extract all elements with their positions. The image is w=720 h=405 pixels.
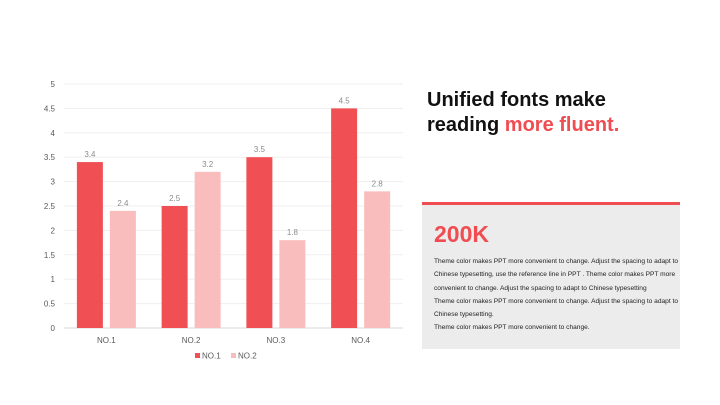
y-tick-label: 3.5 bbox=[44, 153, 56, 162]
bar-no2 bbox=[364, 191, 391, 328]
bar-no1 bbox=[331, 108, 358, 329]
data-label: 3.5 bbox=[254, 145, 266, 154]
heading-highlight: more fluent. bbox=[504, 114, 620, 136]
x-tick-label: NO.4 bbox=[351, 336, 370, 345]
y-tick-label: 2 bbox=[51, 226, 56, 235]
x-tick-label: NO.3 bbox=[267, 336, 286, 345]
card-accent-line bbox=[422, 202, 680, 205]
bar-no1 bbox=[246, 157, 273, 328]
bar-no2 bbox=[194, 171, 221, 328]
y-tick-label: 5 bbox=[51, 80, 56, 89]
legend-label: NO.2 bbox=[238, 352, 257, 361]
bar-no2 bbox=[109, 210, 136, 328]
x-tick-label: NO.2 bbox=[182, 336, 201, 345]
data-label: 3.2 bbox=[202, 160, 214, 169]
data-label: 2.4 bbox=[117, 199, 129, 208]
data-label: 4.5 bbox=[339, 96, 351, 105]
stat-card: 200K Theme color makes PPT more convenie… bbox=[422, 205, 680, 349]
x-tick-label: NO.1 bbox=[97, 336, 116, 345]
bar-no1 bbox=[76, 162, 103, 328]
y-tick-label: 3 bbox=[51, 178, 56, 187]
data-label: 3.4 bbox=[84, 150, 96, 159]
heading-line1: Unified fonts make bbox=[427, 89, 606, 111]
card-body: Theme color makes PPT more convenient to… bbox=[434, 255, 678, 335]
bar-no1 bbox=[161, 206, 188, 328]
legend-swatch bbox=[231, 353, 236, 358]
y-tick-label: 1 bbox=[51, 275, 56, 284]
heading-line2-prefix: reading bbox=[427, 114, 505, 136]
card-paragraph: Theme color makes PPT more convenient to… bbox=[434, 297, 678, 319]
y-tick-label: 1.5 bbox=[44, 251, 56, 260]
card-paragraph: Theme color makes PPT more convenient to… bbox=[434, 258, 678, 292]
legend-label: NO.1 bbox=[202, 352, 221, 361]
y-tick-label: 0 bbox=[51, 324, 56, 333]
y-tick-label: 0.5 bbox=[44, 300, 56, 309]
y-tick-label: 4.5 bbox=[44, 104, 56, 113]
legend-swatch bbox=[195, 353, 200, 358]
y-tick-label: 4 bbox=[51, 129, 56, 138]
data-label: 2.5 bbox=[169, 194, 181, 203]
data-label: 1.8 bbox=[287, 228, 299, 237]
card-paragraph: Theme color makes PPT more convenient to… bbox=[434, 324, 590, 332]
data-label: 2.8 bbox=[372, 179, 384, 188]
heading: Unified fonts make reading more fluent. bbox=[427, 88, 619, 138]
bar-chart: 0 0.5 1 1.5 2 2.5 3 3.5 4 4.5 5 NO.1 3.4 2.4 NO.2 2.5 3.… bbox=[44, 80, 403, 361]
bar-no2 bbox=[279, 240, 306, 328]
y-tick-label: 2.5 bbox=[44, 202, 56, 211]
stat-value: 200K bbox=[434, 221, 489, 247]
